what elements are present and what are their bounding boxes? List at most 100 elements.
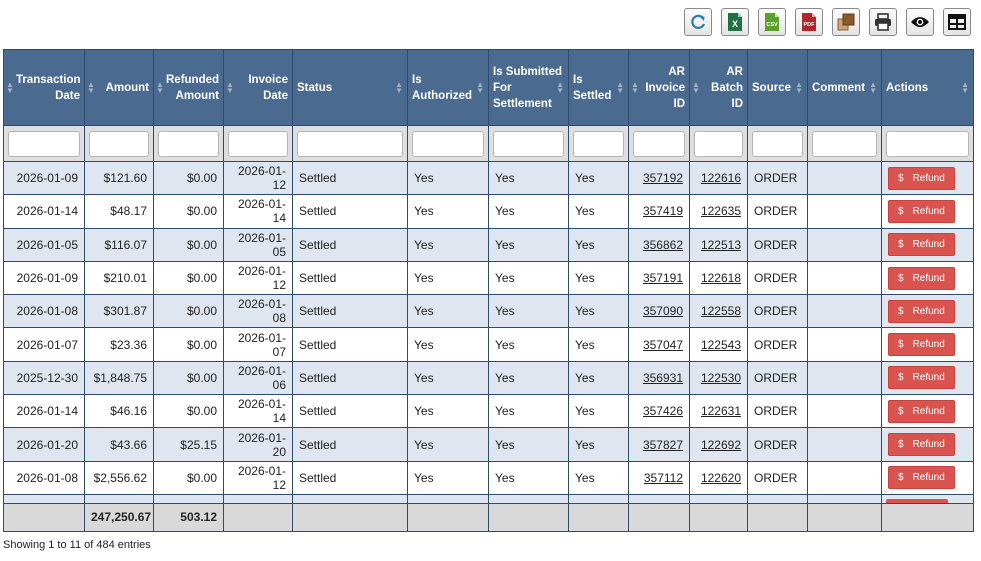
sort-icon[interactable]: ▲ ▼ [226,79,234,95]
filter-input-ar-invoice-id[interactable] [633,130,685,157]
cell-status: Settled [292,394,408,429]
ar-invoice-link[interactable]: 357047 [642,337,683,352]
table-row[interactable]: 2026-01-20 $43.66 $25.15 2026-01-20 Settled Y… [3,427,974,462]
column-visibility-button[interactable] [906,8,934,36]
column-header-label: Source [752,81,791,94]
sort-icon[interactable]: ▲ ▼ [556,79,564,95]
column-header-comment[interactable]: Comment ▲ ▼ [807,49,882,126]
filter-input-ar-batch-id[interactable] [694,130,743,157]
sort-icon[interactable]: ▲ ▼ [156,79,164,95]
table-row[interactable]: 2026-01-05 $116.07 $0.00 2026-01-05 Settled Y… [3,227,974,262]
column-header-ar-invoice-id[interactable]: AR Invoice ID ▲ ▼ [628,49,690,126]
filter-input-is-settled[interactable] [573,130,624,157]
filter-input-status[interactable] [297,130,403,157]
refund-button[interactable]: $ Refund [888,199,955,223]
ar-batch-link[interactable]: 122631 [700,404,741,419]
sort-icon[interactable]: ▲ ▼ [476,79,484,95]
dollar-icon: $ [898,472,904,484]
cell-is-settled: Yes [568,294,629,329]
refund-button[interactable]: $ Refund [888,333,955,357]
cell-ar-invoice-id: 357192 [628,160,690,196]
sort-icon[interactable]: ▲ ▼ [6,79,14,95]
refund-button-partial[interactable] [886,498,948,503]
table-row[interactable]: 2026-01-07 $23.36 $0.00 2026-01-07 Settled Ye… [3,327,974,362]
column-header-status[interactable]: Status ▲ ▼ [292,49,408,126]
ar-invoice-link[interactable]: 357419 [642,204,683,219]
print-icon [874,13,892,31]
refund-button[interactable]: $ Refund [888,366,955,390]
cell-transaction-date: 2026-01-05 [3,227,85,262]
sort-icon[interactable]: ▲ ▼ [692,79,700,95]
table-row[interactable]: 2026-01-14 $46.16 $0.00 2026-01-14 Settled Ye… [3,394,974,429]
refund-button[interactable]: $ Refund [888,299,955,323]
filter-input-actions[interactable] [886,130,969,157]
ar-invoice-link[interactable]: 357112 [643,470,683,485]
ar-batch-link[interactable]: 122513 [700,237,741,252]
ar-batch-link[interactable]: 122543 [700,337,741,352]
sort-icon[interactable]: ▲ ▼ [869,79,877,95]
ar-invoice-link[interactable]: 357426 [642,404,683,419]
table-row[interactable]: 2026-01-09 $210.01 $0.00 2026-01-12 Settled Y… [3,260,974,296]
table-row[interactable]: 2025-12-30 $1,848.75 $0.00 2026-01-06 Settle… [3,360,974,396]
filter-input-amount[interactable] [89,130,149,157]
filter-input-invoice-date[interactable] [228,130,288,157]
column-header-ar-batch-id[interactable]: AR Batch ID ▲ ▼ [689,49,748,126]
filter-input-transaction-date[interactable] [8,130,80,157]
refund-button[interactable]: $ Refund [888,433,955,457]
refund-button[interactable]: $ Refund [888,233,955,257]
export-csv-button[interactable]: CSV [758,8,786,36]
table-row[interactable]: 2026-01-08 $2,556.62 $0.00 2026-01-12 Settle… [3,460,974,495]
table-layout-button[interactable] [943,8,971,36]
sort-icon[interactable]: ▲ ▼ [961,79,969,95]
export-excel-button[interactable]: X [721,8,749,36]
ar-invoice-link[interactable]: 356862 [642,237,683,252]
print-button[interactable] [869,8,897,36]
column-header-amount[interactable]: Amount ▲ ▼ [84,49,154,126]
ar-batch-link[interactable]: 122635 [700,204,741,219]
copy-button[interactable] [832,8,860,36]
ar-invoice-link[interactable]: 357191 [642,271,683,286]
ar-batch-link[interactable]: 122616 [700,171,741,186]
column-header-is-authorized[interactable]: Is Authorized ▲ ▼ [407,49,489,126]
column-header-transaction-date[interactable]: Transaction Date ▲ ▼ [3,49,85,126]
sort-icon[interactable]: ▲ ▼ [395,79,403,95]
filter-input-source[interactable] [752,130,803,157]
cell-actions: $ Refund [881,227,974,262]
sort-icon[interactable]: ▲ ▼ [87,79,95,95]
ar-invoice-link[interactable]: 357827 [642,437,683,452]
cell-partial [747,493,808,504]
column-header-source[interactable]: Source ▲ ▼ [747,49,808,126]
ar-invoice-link[interactable]: 357090 [642,304,683,319]
refund-button[interactable]: $ Refund [888,399,955,423]
ar-batch-link[interactable]: 122558 [700,304,741,319]
export-pdf-button[interactable]: PDF [795,8,823,36]
table-row[interactable]: 2026-01-08 $301.87 $0.00 2026-01-08 Settled Y… [3,294,974,329]
sort-icon[interactable]: ▲ ▼ [795,79,803,95]
column-header-refunded-amount[interactable]: Refunded Amount ▲ ▼ [153,49,224,126]
ar-batch-link[interactable]: 122620 [700,470,741,485]
table-row[interactable]: 2026-01-09 $121.60 $0.00 2026-01-12 Settled Y… [3,160,974,196]
sort-icon[interactable]: ▲ ▼ [631,79,639,95]
column-header-is-settled[interactable]: Is Settled ▲ ▼ [568,49,629,126]
ar-batch-link[interactable]: 122618 [700,271,741,286]
filter-input-comment[interactable] [812,130,877,157]
cell-source: ORDER [747,427,808,462]
ar-batch-link[interactable]: 122530 [700,370,741,385]
column-header-invoice-date[interactable]: Invoice Date ▲ ▼ [223,49,293,126]
ar-batch-link[interactable]: 122692 [700,437,741,452]
refresh-button[interactable] [684,8,712,36]
table-row[interactable]: 2026-01-14 $48.17 $0.00 2026-01-14 Settled Ye… [3,194,974,229]
cell-status: Settled [292,360,408,396]
column-header-is-submitted[interactable]: Is Submitted For Settlement ▲ ▼ [488,49,569,126]
filter-input-is-authorized[interactable] [412,130,484,157]
filter-input-is-submitted[interactable] [493,130,564,157]
ar-invoice-link[interactable]: 357192 [642,171,683,186]
refund-button[interactable]: $ Refund [888,466,955,490]
ar-invoice-link[interactable]: 356931 [642,370,683,385]
refund-button[interactable]: $ Refund [888,166,955,190]
cell-amount: $116.07 [84,227,154,262]
filter-input-refunded-amount[interactable] [158,130,219,157]
sort-icon[interactable]: ▲ ▼ [616,79,624,95]
column-header-actions[interactable]: Actions ▲ ▼ [881,49,974,126]
refund-button[interactable]: $ Refund [888,266,955,290]
